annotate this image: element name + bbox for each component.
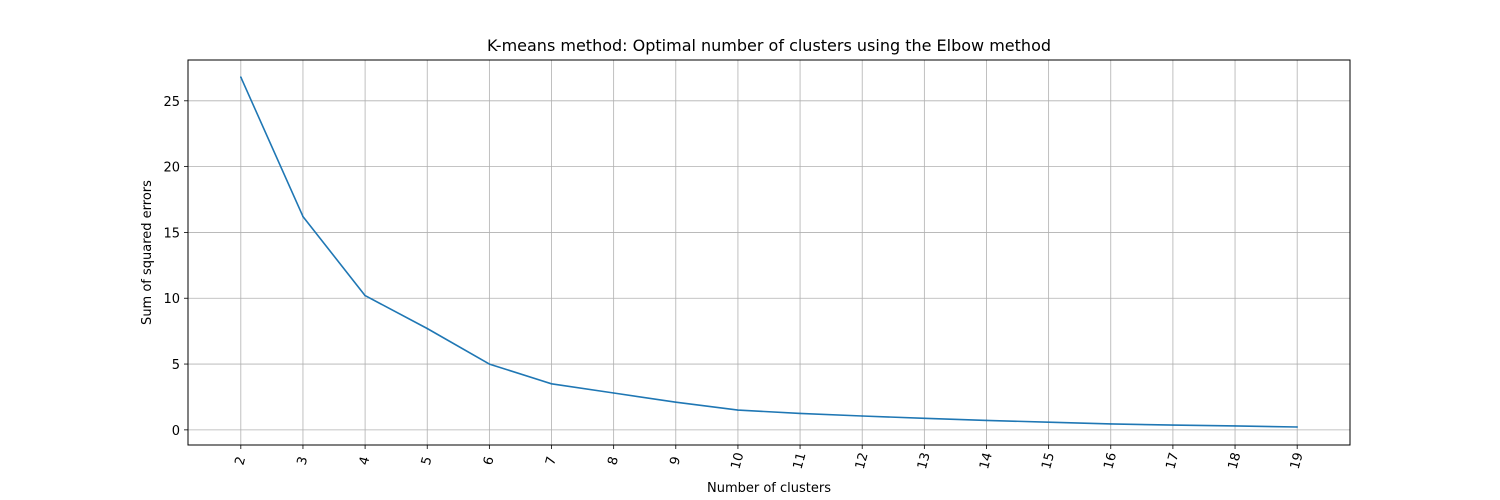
y-axis-title: Sum of squared errors xyxy=(140,180,155,325)
data-point xyxy=(1109,423,1112,425)
x-tick-label: 15 xyxy=(1039,451,1058,471)
data-point xyxy=(923,417,926,420)
x-tick-label: 11 xyxy=(791,451,810,471)
data-point xyxy=(799,412,801,415)
x-tick-label: 6 xyxy=(481,455,498,467)
data-point xyxy=(1172,424,1174,426)
x-tick-label: 3 xyxy=(295,455,312,467)
grid-lines xyxy=(188,60,1350,445)
x-tick-label: 16 xyxy=(1101,451,1120,471)
data-point xyxy=(861,415,864,417)
data-point xyxy=(488,363,491,365)
y-tick-label: 5 xyxy=(172,358,180,373)
x-tick-label: 17 xyxy=(1164,451,1183,471)
y-tick-label: 0 xyxy=(172,424,180,439)
y-tick-label: 25 xyxy=(163,95,180,110)
data-point xyxy=(550,382,553,385)
series-layer xyxy=(240,76,1298,428)
x-tick-label: 9 xyxy=(667,455,684,467)
x-tick-label: 5 xyxy=(419,455,436,467)
data-point xyxy=(985,419,988,422)
x-tick-label: 2 xyxy=(233,455,250,467)
x-tick-label: 10 xyxy=(729,451,748,471)
data-point xyxy=(1047,421,1050,424)
y-tick-label: 10 xyxy=(163,292,180,307)
chart-title: K-means method: Optimal number of cluste… xyxy=(487,36,1051,55)
data-point xyxy=(674,401,677,404)
x-axis-ticks: 2 3 4 5 6 7 8 9 10 11 12 13 14 15 16 17 18 19 xyxy=(233,445,1307,471)
x-tick-label: 19 xyxy=(1288,451,1307,471)
plot-area-frame xyxy=(187,59,1351,446)
x-tick-label: 8 xyxy=(605,455,622,467)
data-point xyxy=(240,76,242,78)
y-axis-ticks: 0 5 10 15 20 25 xyxy=(163,95,188,439)
data-point xyxy=(426,327,429,330)
x-tick-label: 14 xyxy=(977,451,996,471)
y-tick-label: 20 xyxy=(163,161,180,176)
data-point xyxy=(364,294,366,297)
x-tick-label: 7 xyxy=(543,455,560,467)
y-tick-label: 15 xyxy=(163,226,180,241)
data-point xyxy=(737,409,739,411)
data-point xyxy=(302,215,304,218)
data-point xyxy=(1296,426,1298,428)
x-axis-title: Number of clusters xyxy=(707,481,831,496)
x-tick-label: 4 xyxy=(357,455,374,467)
x-tick-label: 12 xyxy=(853,451,872,471)
data-point xyxy=(1234,425,1236,427)
data-point xyxy=(612,392,615,394)
series-line xyxy=(240,76,1298,428)
x-tick-label: 13 xyxy=(915,451,934,471)
x-tick-label: 18 xyxy=(1226,451,1245,471)
